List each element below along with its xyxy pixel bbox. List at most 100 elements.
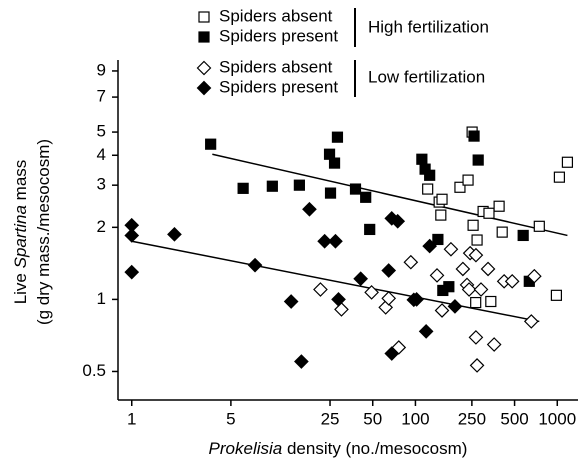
legend-marker xyxy=(198,11,210,23)
x-axis-label-part: Prokelisia xyxy=(209,439,283,458)
legend-group-label: Low fertilization xyxy=(368,67,485,86)
point xyxy=(504,273,520,289)
point xyxy=(313,282,328,297)
point xyxy=(533,220,545,232)
point xyxy=(302,201,317,217)
point xyxy=(454,181,466,193)
legend-marker xyxy=(198,31,210,43)
point xyxy=(205,138,217,150)
point xyxy=(293,179,305,191)
point xyxy=(483,207,495,219)
point xyxy=(349,183,362,195)
y-axis-label-part: mass xyxy=(11,160,30,205)
legend-group-label: High fertilization xyxy=(368,17,489,36)
point xyxy=(124,228,140,243)
x-tick-label: 25 xyxy=(321,409,340,428)
point xyxy=(443,241,459,257)
point xyxy=(493,200,505,212)
point xyxy=(485,295,497,308)
point xyxy=(422,238,438,254)
point xyxy=(418,324,434,339)
point xyxy=(247,257,263,273)
point xyxy=(331,131,344,143)
point xyxy=(526,268,542,284)
x-axis-label-part: density (no./mesocosm) xyxy=(282,439,467,458)
point xyxy=(283,294,299,309)
point xyxy=(553,171,565,183)
legend-label: Spiders absent xyxy=(219,57,333,76)
y-tick-label: 7 xyxy=(97,87,106,106)
point xyxy=(422,183,434,195)
point xyxy=(447,299,463,314)
y-axis-label: Live Spartina mass xyxy=(11,160,30,305)
point xyxy=(266,180,278,192)
legend-marker xyxy=(196,60,212,76)
x-tick-label: 500 xyxy=(500,409,528,428)
y-axis-label: (g dry mass./mesocosm) xyxy=(34,139,53,325)
trend-line xyxy=(212,153,568,237)
point xyxy=(467,219,479,231)
point xyxy=(381,291,397,306)
point xyxy=(378,300,394,315)
point xyxy=(403,254,419,270)
point xyxy=(334,302,349,317)
point xyxy=(470,296,482,309)
point xyxy=(468,130,480,142)
point xyxy=(360,191,372,203)
point xyxy=(381,263,397,278)
point xyxy=(496,226,508,238)
point xyxy=(324,187,337,199)
point xyxy=(124,264,140,280)
x-axis-label: Prokelisia density (no./mesocosm) xyxy=(209,439,468,458)
point xyxy=(409,292,424,307)
point xyxy=(390,213,406,229)
point xyxy=(561,156,574,168)
point xyxy=(550,289,563,301)
point xyxy=(472,154,484,166)
point xyxy=(469,358,485,373)
legend-label: Spiders present xyxy=(219,77,338,96)
x-tick-label: 1 xyxy=(127,409,136,428)
point xyxy=(468,330,484,345)
point xyxy=(167,226,182,242)
legend-label: Spiders absent xyxy=(219,6,333,25)
point xyxy=(480,261,496,277)
point xyxy=(364,285,379,300)
y-tick-label: 2 xyxy=(97,217,106,236)
x-tick-label: 1000 xyxy=(538,409,576,428)
point xyxy=(424,169,436,181)
point xyxy=(328,157,341,169)
x-tick-label: 100 xyxy=(401,409,429,428)
point xyxy=(462,174,474,186)
point xyxy=(473,282,489,297)
point xyxy=(435,209,447,221)
point xyxy=(364,223,376,236)
y-tick-label: 0.5 xyxy=(82,361,106,380)
point xyxy=(471,234,483,246)
point xyxy=(461,282,477,297)
x-tick-label: 50 xyxy=(363,409,382,428)
legend-marker xyxy=(196,80,212,96)
point xyxy=(436,193,448,205)
point xyxy=(331,292,346,307)
y-tick-label: 4 xyxy=(97,145,106,164)
point xyxy=(328,233,343,249)
x-tick-label: 250 xyxy=(458,409,486,428)
x-tick-label: 5 xyxy=(226,409,235,428)
point xyxy=(384,346,400,361)
point xyxy=(517,229,529,242)
point xyxy=(443,281,455,293)
y-tick-label: 9 xyxy=(97,60,106,79)
y-tick-label: 3 xyxy=(97,175,106,194)
y-tick-label: 1 xyxy=(97,289,106,308)
point xyxy=(237,182,249,194)
point xyxy=(416,153,428,165)
y-axis-label-part: (g dry mass./mesocosm) xyxy=(34,139,53,325)
point xyxy=(353,271,369,287)
point xyxy=(317,233,332,249)
point xyxy=(429,268,445,283)
point xyxy=(434,303,450,318)
y-tick-label: 5 xyxy=(97,122,106,141)
point xyxy=(455,261,471,277)
